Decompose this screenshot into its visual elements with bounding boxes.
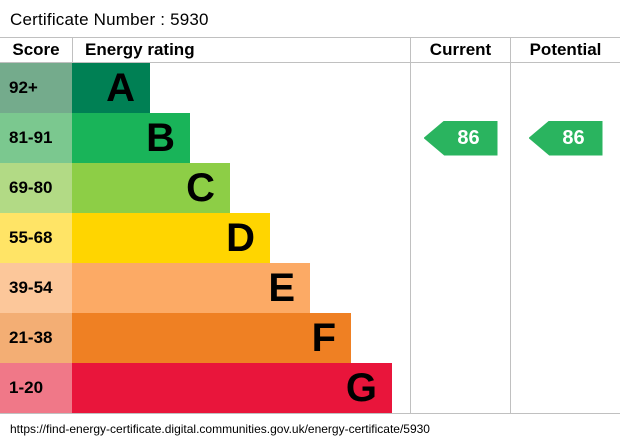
score-range-label: 92+ — [0, 63, 72, 113]
header-potential: Potential — [510, 38, 620, 62]
potential-cell — [510, 363, 620, 413]
current-cell — [410, 313, 510, 363]
epc-band-row-g: 1-20 G — [0, 363, 620, 413]
current-cell — [410, 363, 510, 413]
rating-bar-area: B — [72, 113, 410, 163]
epc-band-row-e: 39-54 E — [0, 263, 620, 313]
rating-bar-area: C — [72, 163, 410, 213]
potential-cell: 86 — [510, 113, 620, 163]
score-range-label: 21-38 — [0, 313, 72, 363]
score-range-label: 39-54 — [0, 263, 72, 313]
rating-bar-g: G — [72, 363, 392, 413]
epc-band-row-d: 55-68 D — [0, 213, 620, 263]
rating-bar-f: F — [72, 313, 351, 363]
potential-cell — [510, 163, 620, 213]
rating-bar-area: G — [72, 363, 410, 413]
certificate-url: https://find-energy-certificate.digital.… — [10, 422, 430, 436]
rating-bar-area: E — [72, 263, 410, 313]
current-cell — [410, 213, 510, 263]
current-cell — [410, 63, 510, 113]
rating-bar-area: A — [72, 63, 410, 113]
table-header-row: Score Energy rating Current Potential — [0, 38, 620, 63]
epc-rating-table: Score Energy rating Current Potential 92… — [0, 37, 620, 414]
rating-bar-d: D — [72, 213, 270, 263]
epc-band-row-c: 69-80 C — [0, 163, 620, 213]
band-letter: G — [345, 366, 377, 410]
potential-rating-arrow: 86 — [528, 120, 603, 156]
epc-band-row-a: 92+ A — [0, 63, 620, 113]
potential-cell — [510, 263, 620, 313]
header-current: Current — [410, 38, 510, 62]
band-letter: D — [226, 216, 255, 260]
band-letter: A — [106, 66, 135, 110]
potential-cell — [510, 313, 620, 363]
score-range-label: 1-20 — [0, 363, 72, 413]
header-score: Score — [12, 40, 60, 59]
rating-bar-b: B — [72, 113, 190, 163]
certificate-number-title: Certificate Number : 5930 — [10, 10, 209, 29]
current-cell — [410, 163, 510, 213]
potential-cell — [510, 63, 620, 113]
band-letter: E — [268, 266, 295, 310]
band-letter: C — [186, 166, 215, 210]
score-range-label: 81-91 — [0, 113, 72, 163]
score-range-label: 55-68 — [0, 213, 72, 263]
band-letter: F — [311, 316, 336, 360]
rating-bar-c: C — [72, 163, 230, 213]
score-range-label: 69-80 — [0, 163, 72, 213]
potential-cell — [510, 213, 620, 263]
epc-band-row-f: 21-38 F — [0, 313, 620, 363]
rating-bar-a: A — [72, 63, 150, 113]
epc-band-row-b: 81-91 B 86 86 — [0, 113, 620, 163]
current-rating-arrow: 86 — [423, 120, 498, 156]
header-energy-rating: Energy rating — [72, 38, 410, 62]
current-cell: 86 — [410, 113, 510, 163]
rating-bar-area: F — [72, 313, 410, 363]
band-letter: B — [146, 116, 175, 160]
current-cell — [410, 263, 510, 313]
rating-bar-area: D — [72, 213, 410, 263]
rating-bar-e: E — [72, 263, 310, 313]
